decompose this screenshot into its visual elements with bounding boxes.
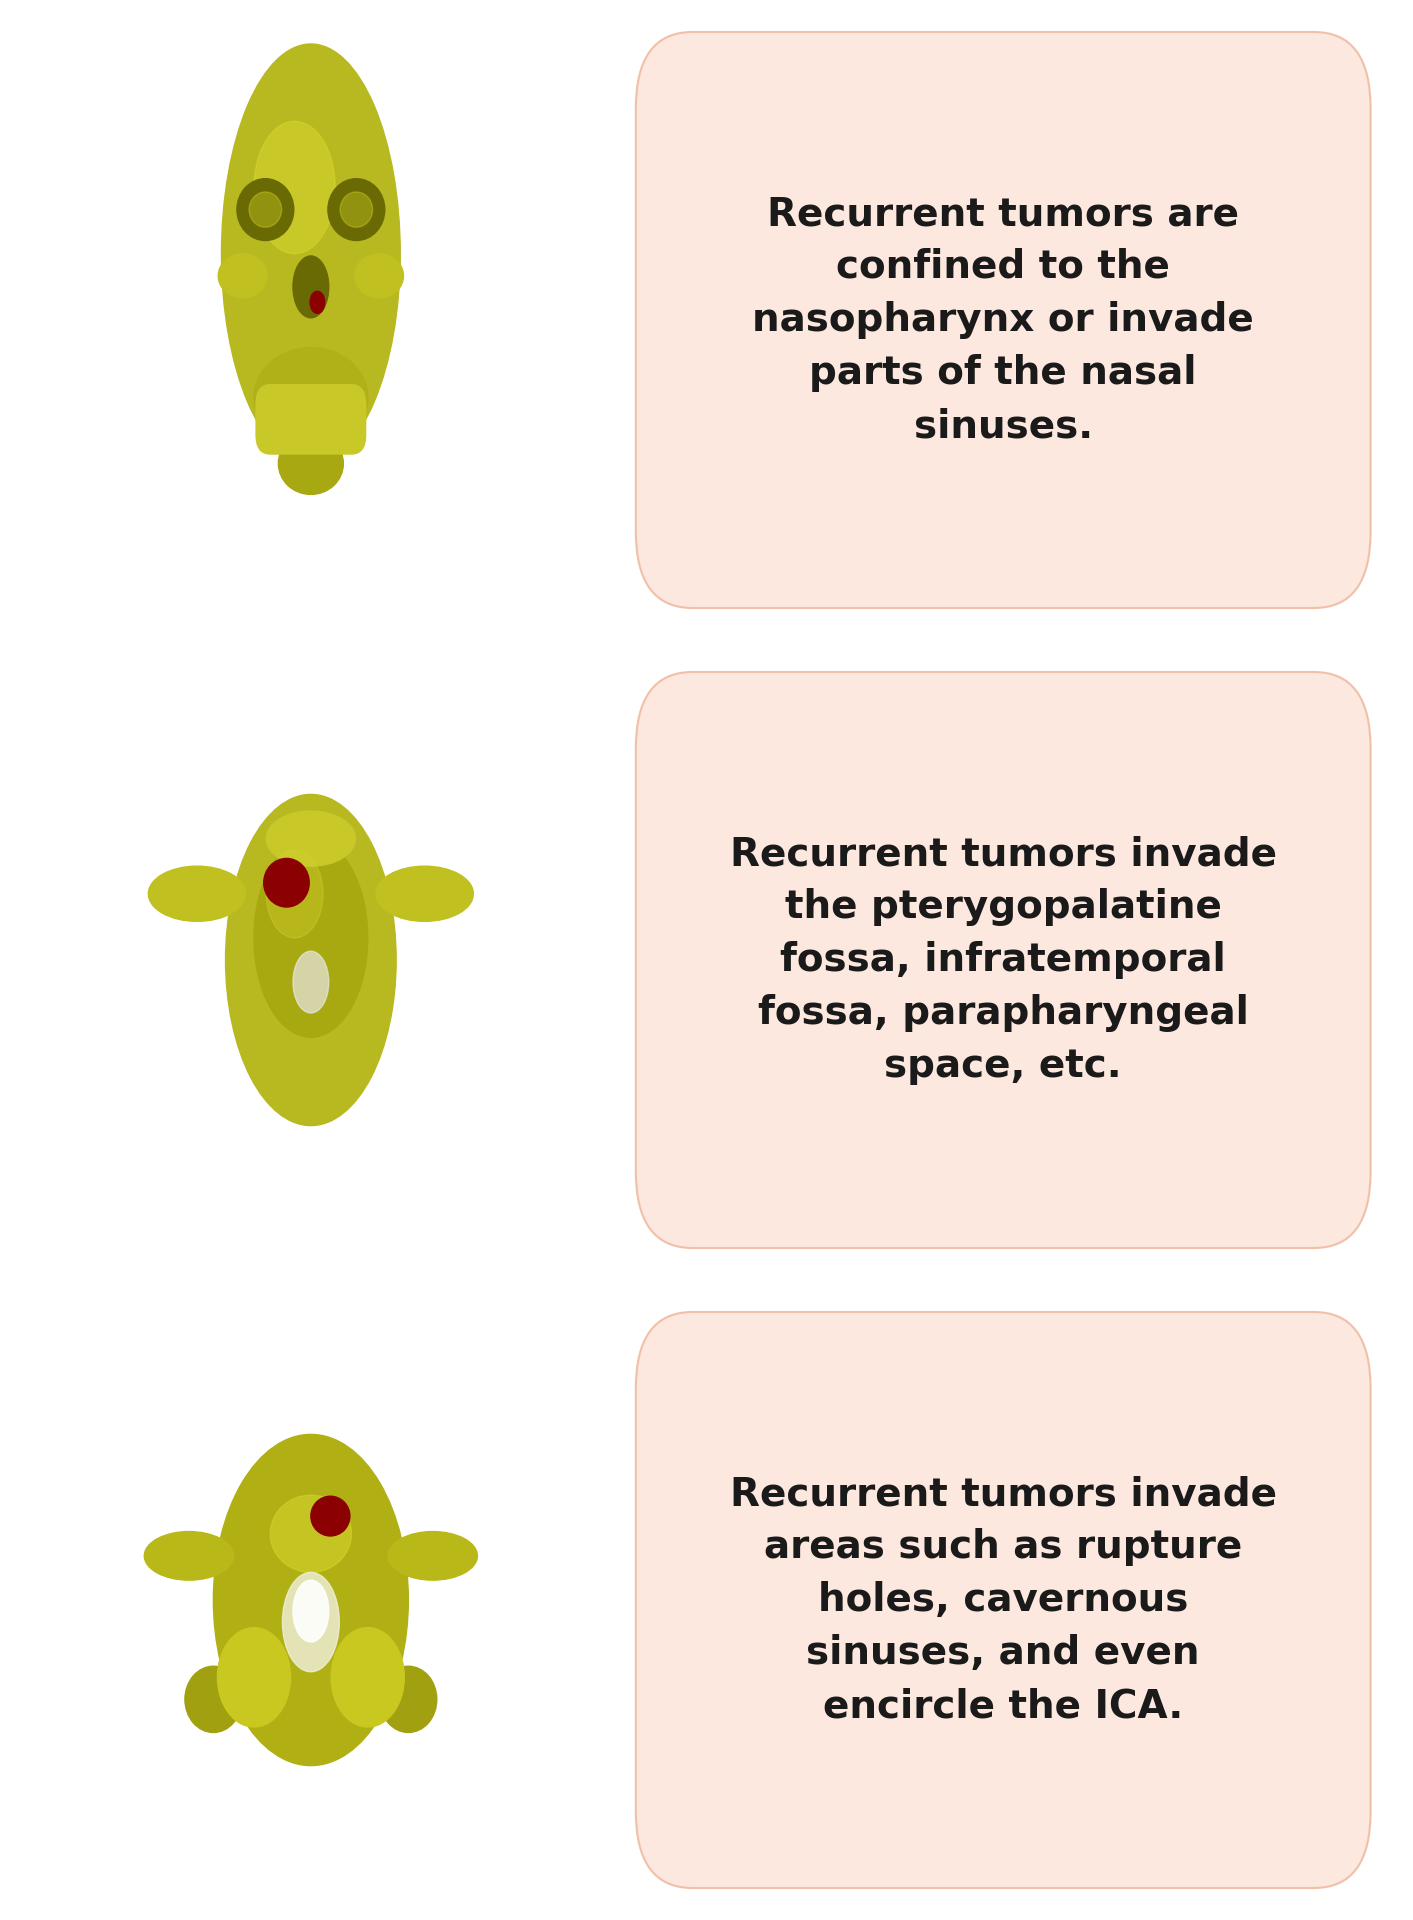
Ellipse shape [292,255,329,319]
Ellipse shape [213,1434,408,1766]
Ellipse shape [254,121,335,253]
Text: Recurrent tumors invade
the pterygopalatine
fossa, infratemporal
fossa, paraphar: Recurrent tumors invade the pterygopalat… [729,835,1277,1085]
Ellipse shape [355,253,404,298]
Ellipse shape [218,1628,291,1726]
Text: Recurrent tumors are
confined to the
nasopharynx or invade
parts of the nasal
si: Recurrent tumors are confined to the nas… [752,196,1255,445]
Ellipse shape [331,1628,404,1726]
Ellipse shape [270,1496,352,1572]
Ellipse shape [254,839,367,1037]
Ellipse shape [341,192,373,227]
Ellipse shape [309,292,325,313]
FancyBboxPatch shape [256,384,366,453]
Ellipse shape [380,1667,437,1732]
Ellipse shape [226,795,396,1125]
Ellipse shape [266,849,324,937]
Ellipse shape [249,192,281,227]
Ellipse shape [266,810,356,866]
FancyBboxPatch shape [636,1311,1371,1887]
Ellipse shape [292,950,329,1014]
FancyBboxPatch shape [636,33,1371,609]
Ellipse shape [264,858,309,906]
Ellipse shape [148,866,246,922]
Ellipse shape [328,179,384,240]
Ellipse shape [185,1667,242,1732]
Ellipse shape [222,44,400,463]
Ellipse shape [311,1496,350,1536]
Ellipse shape [254,348,367,447]
FancyBboxPatch shape [636,672,1371,1248]
Ellipse shape [218,253,267,298]
Ellipse shape [283,1572,339,1672]
Ellipse shape [376,866,473,922]
Ellipse shape [237,179,294,240]
Ellipse shape [278,432,343,495]
Ellipse shape [292,1580,329,1642]
Ellipse shape [144,1532,233,1580]
Text: Recurrent tumors invade
areas such as rupture
holes, cavernous
sinuses, and even: Recurrent tumors invade areas such as ru… [729,1475,1277,1724]
Ellipse shape [389,1532,478,1580]
